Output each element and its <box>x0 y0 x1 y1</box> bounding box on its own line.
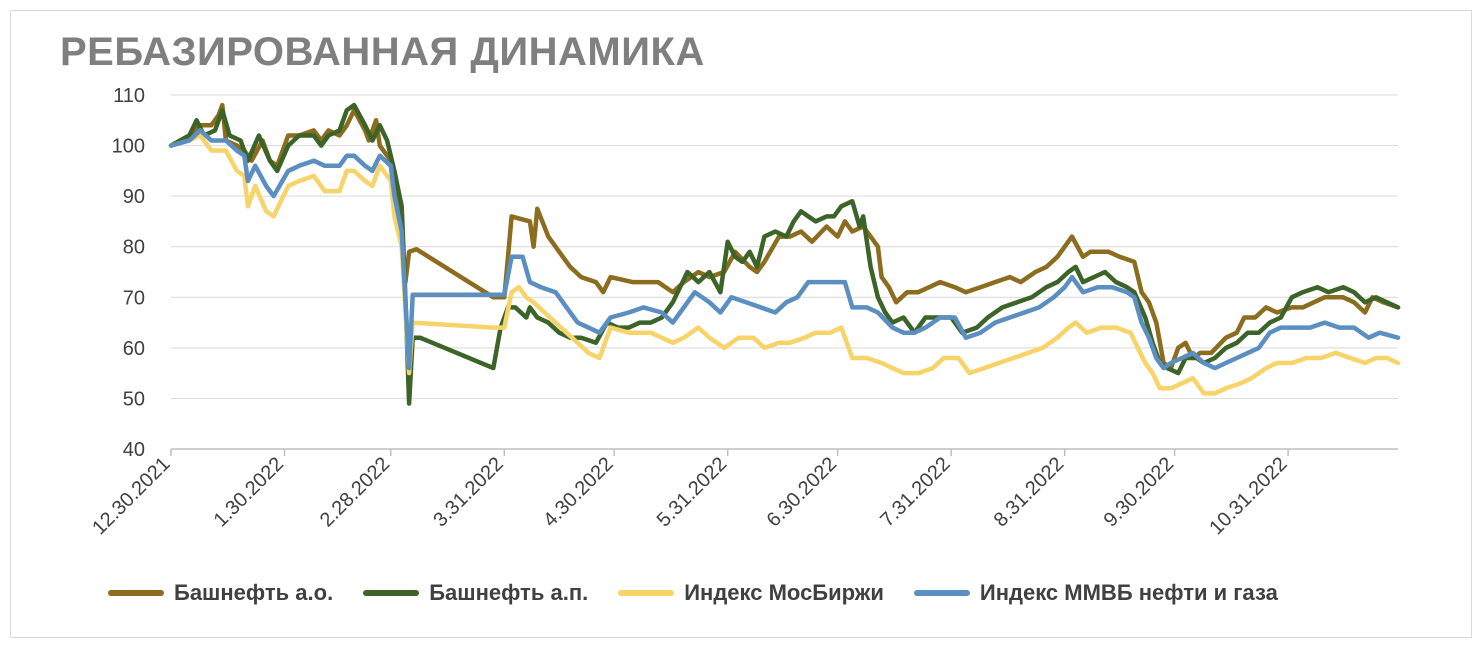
legend-label-oil-gas-index: Индекс ММВБ нефти и газа <box>979 580 1278 605</box>
chart-legend: Башнефть а.о. Башнефть а.п. Индекс МосБи… <box>108 580 1308 606</box>
x-tick-label: 3.31.2022 <box>429 453 507 531</box>
x-tick-label: 2.28.2022 <box>316 453 394 531</box>
legend-item-oil-gas-index: Индекс ММВБ нефти и газа <box>913 580 1278 606</box>
y-tick-label: 40 <box>123 439 145 461</box>
legend-item-moex-index: Индекс МосБиржи <box>618 580 884 606</box>
x-tick-label: 8.31.2022 <box>990 453 1068 531</box>
chart-title: РЕБАЗИРОВАННАЯ ДИНАМИКА <box>60 30 705 74</box>
legend-swatch-moex-index <box>618 590 675 596</box>
series-line-3 <box>168 133 1401 396</box>
legend-swatch-oil-gas-index <box>913 590 970 596</box>
chart-frame <box>10 10 1472 638</box>
legend-item-bashneft-ao: Башнефть а.о. <box>108 580 333 606</box>
x-tick-label: 4.30.2022 <box>539 453 617 531</box>
x-tick-label: 9.30.2022 <box>1100 453 1178 531</box>
y-tick-label: 110 <box>113 85 145 107</box>
y-tick-label: 50 <box>123 388 145 410</box>
x-tick-label: 12.30.2021 <box>88 453 174 539</box>
x-tick-label: 7.31.2022 <box>876 453 954 531</box>
legend-item-bashneft-ap: Башнефть а.п. <box>363 580 588 606</box>
y-tick-label: 80 <box>123 237 145 259</box>
x-tick-label: 10.31.2022 <box>1205 453 1291 539</box>
legend-label-bashneft-ao: Башнефть а.о. <box>174 580 334 605</box>
legend-label-moex-index: Индекс МосБиржи <box>684 580 884 605</box>
series-line-2 <box>168 102 1401 406</box>
legend-swatch-bashneft-ap <box>363 590 420 596</box>
line-chart: 40 50 60 70 80 90 100 110 12.30.2021 1.30.2022 2.2… <box>88 85 1401 539</box>
x-tick-label: 6.30.2022 <box>763 453 841 531</box>
y-tick-label: 60 <box>123 338 145 360</box>
x-tick-label: 5.31.2022 <box>653 453 731 531</box>
y-tick-label: 90 <box>123 186 145 208</box>
series-line-4 <box>168 128 1401 371</box>
series-line-1 <box>168 102 1401 371</box>
y-tick-label: 70 <box>123 287 145 309</box>
y-tick-label: 100 <box>112 136 145 158</box>
legend-label-bashneft-ap: Башнефть а.п. <box>429 580 589 605</box>
x-tick-label: 1.30.2022 <box>210 453 288 531</box>
legend-swatch-bashneft-ao <box>108 590 164 596</box>
